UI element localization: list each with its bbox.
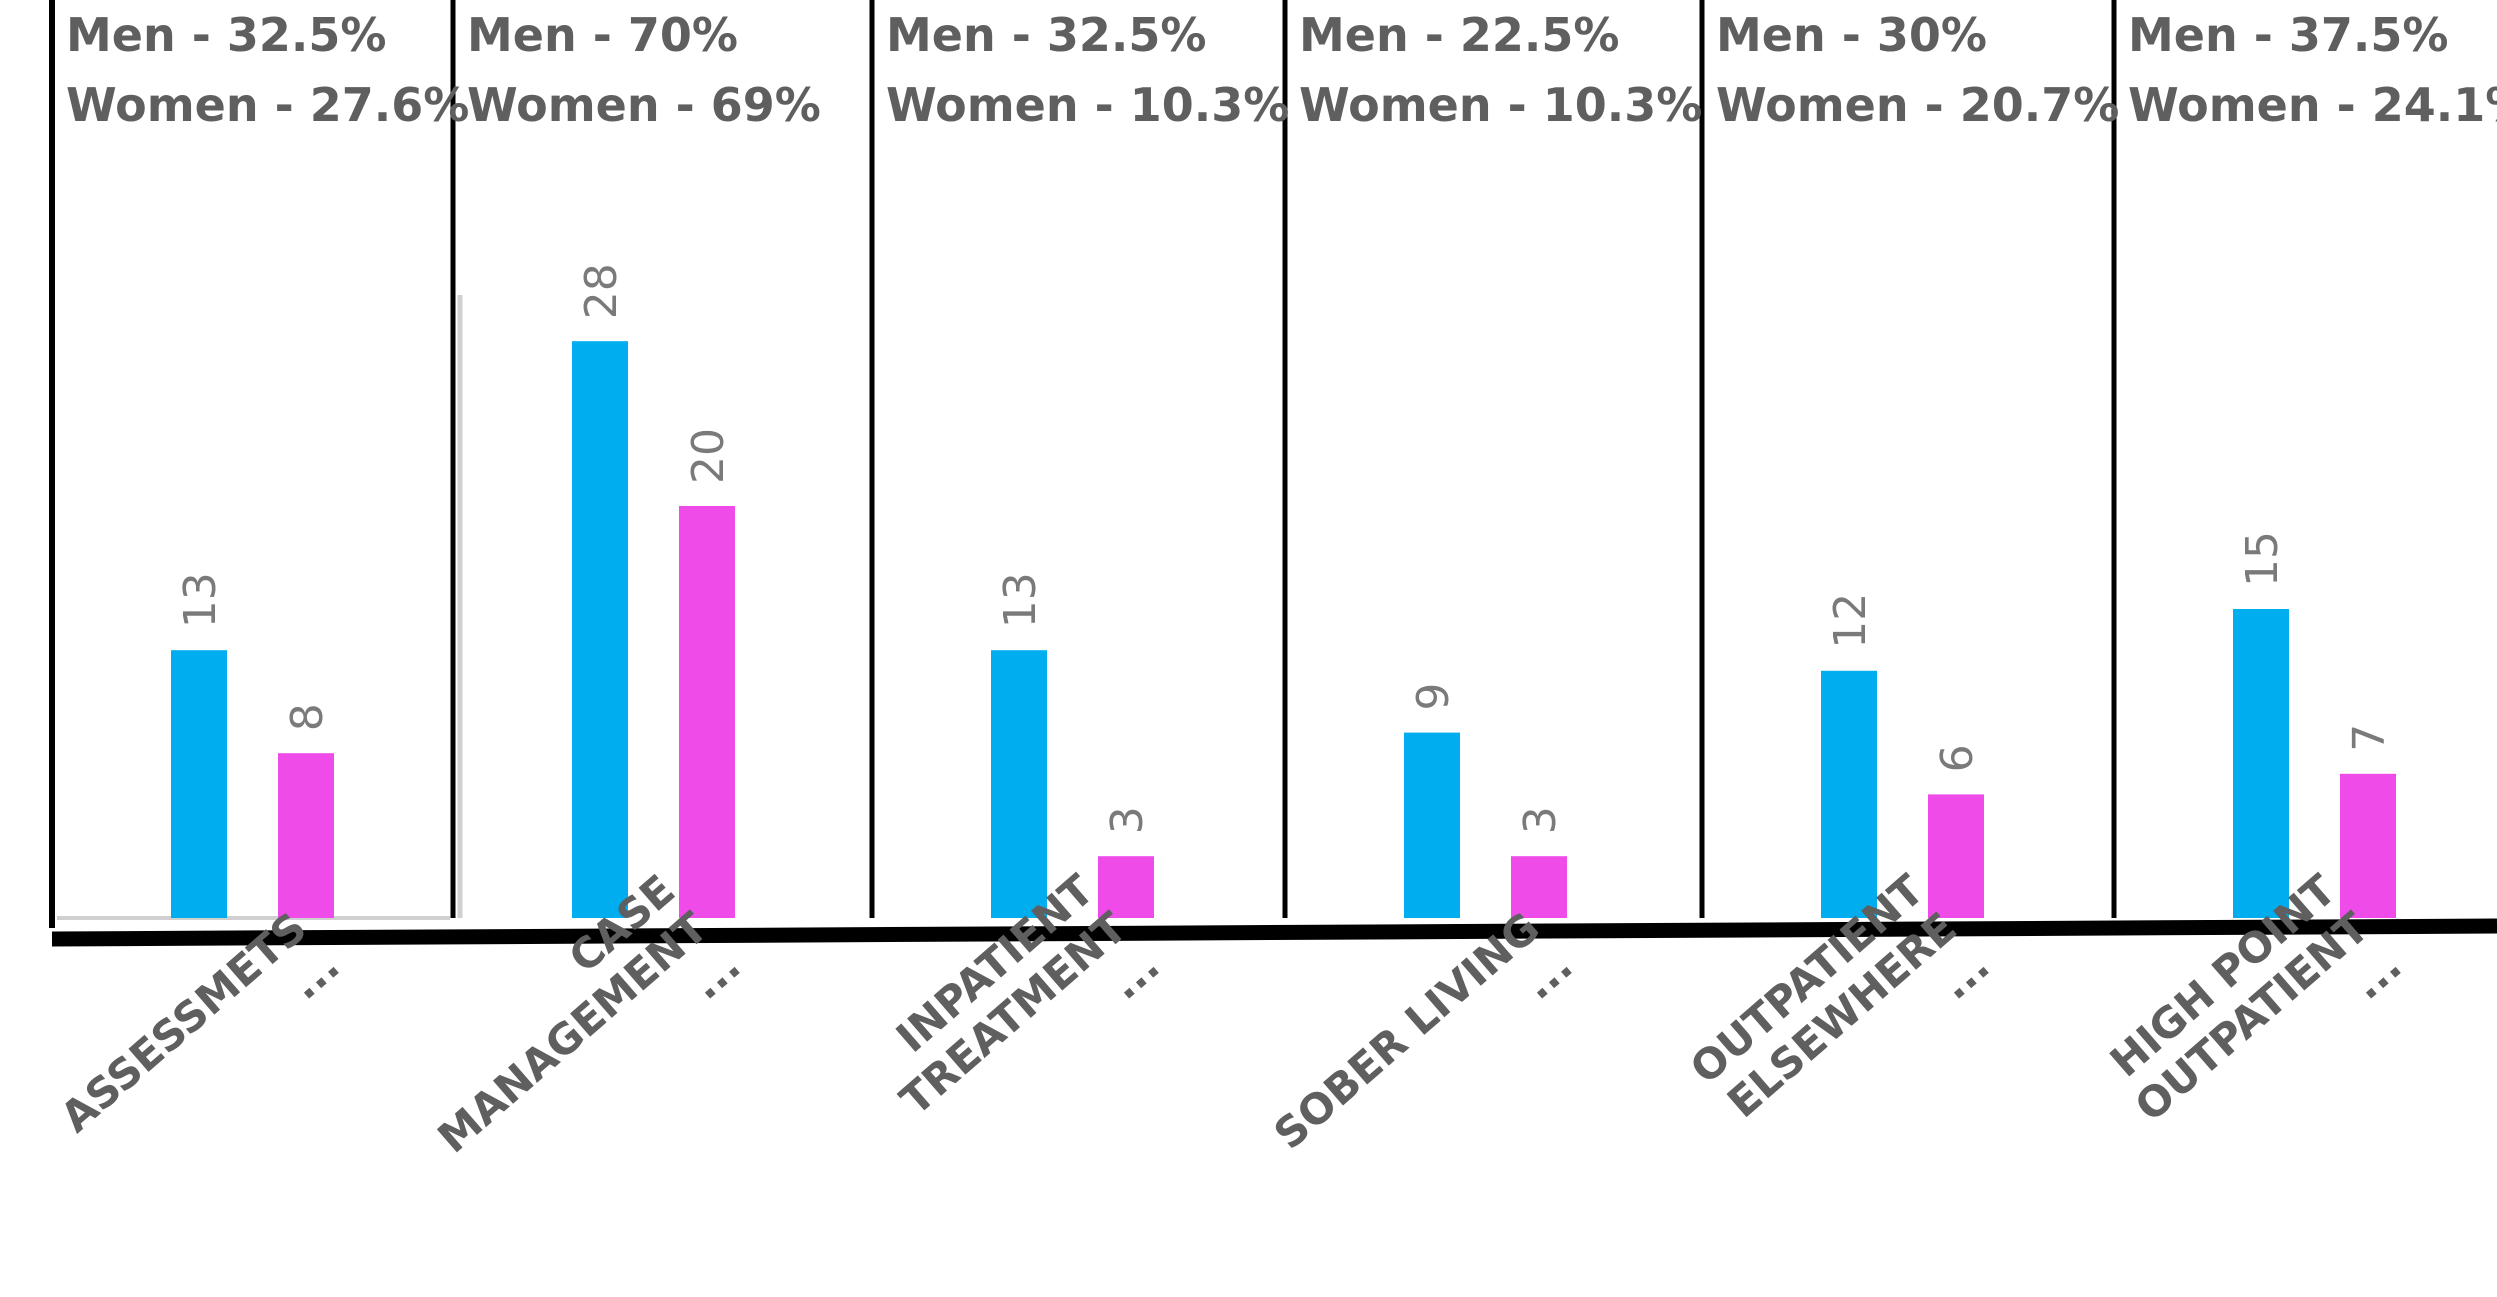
bar-men-1 xyxy=(171,650,227,918)
women-percentage: Women - 10.3% xyxy=(886,78,1290,132)
women-percentage: Women - 24.1% xyxy=(2128,78,2497,132)
bar-men-2 xyxy=(572,341,628,918)
data-label-women-5: 6 xyxy=(1932,744,1983,772)
data-label-women-2: 20 xyxy=(683,428,734,484)
data-label-men-1: 13 xyxy=(175,572,226,628)
bar-men-4 xyxy=(1404,732,1460,918)
data-label-men-3: 13 xyxy=(995,572,1046,628)
bar-women-4 xyxy=(1511,856,1567,918)
data-label-men-2: 28 xyxy=(576,263,627,319)
data-label-women-1: 8 xyxy=(282,703,333,731)
category-label-line: SOBER LIVING xyxy=(1265,903,1549,1159)
bar-men-5 xyxy=(1821,670,1877,918)
women-percentage: Women - 27.6% xyxy=(66,78,470,132)
percentage-annotation-4: Men - 22.5% Women - 10.3% xyxy=(1299,0,1703,140)
percentage-annotation-6: Men - 37.5% Women - 24.1% xyxy=(2128,0,2497,140)
bar-men-3 xyxy=(991,650,1047,918)
bar-women-2 xyxy=(679,506,735,918)
data-label-women-4: 3 xyxy=(1515,806,1566,834)
percentage-annotation-3: Men - 32.5% Women - 10.3% xyxy=(886,0,1290,140)
bar-women-1 xyxy=(278,753,334,918)
percentage-annotation-5: Men - 30% Women - 20.7% xyxy=(1716,0,2120,140)
x-axis-line xyxy=(51,918,2497,947)
women-percentage: Women - 69% xyxy=(467,78,821,132)
men-percentage: Men - 32.5% xyxy=(66,8,387,62)
percentage-annotation-2: Men - 70% Women - 69% xyxy=(467,0,821,140)
women-percentage: Women - 10.3% xyxy=(1299,78,1703,132)
men-percentage: Men - 32.5% xyxy=(886,8,1207,62)
men-percentage: Men - 70% xyxy=(467,8,738,62)
bar-men-6 xyxy=(2233,609,2289,918)
data-label-men-6: 15 xyxy=(2237,531,2288,587)
bar-women-3 xyxy=(1098,856,1154,918)
category-label-4: SOBER LIVING... xyxy=(1265,903,1582,1159)
bar-women-5 xyxy=(1928,794,1984,918)
bar-women-6 xyxy=(2340,773,2396,918)
data-label-women-6: 7 xyxy=(2344,724,2395,752)
data-label-men-4: 9 xyxy=(1408,683,1459,711)
men-percentage: Men - 37.5% xyxy=(2128,8,2449,62)
women-percentage: Women - 20.7% xyxy=(1716,78,2120,132)
percentage-annotation-1: Men - 32.5% Women - 27.6% xyxy=(66,0,470,140)
data-label-women-3: 3 xyxy=(1102,806,1153,834)
men-percentage: Men - 22.5% xyxy=(1299,8,1620,62)
men-percentage: Men - 30% xyxy=(1716,8,1987,62)
data-label-men-5: 12 xyxy=(1825,593,1876,649)
